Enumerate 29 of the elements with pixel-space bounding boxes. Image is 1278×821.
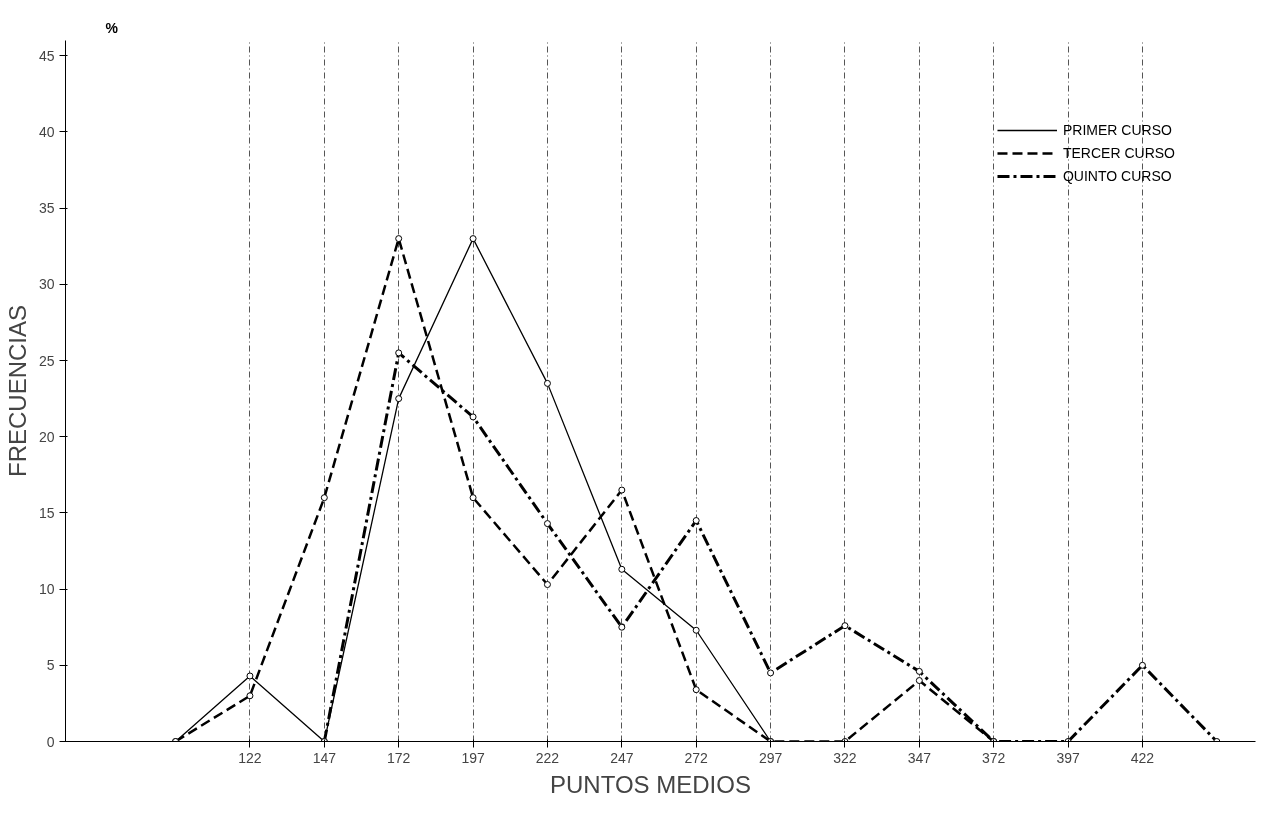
x-tick-label: 272 — [684, 749, 709, 766]
x-tick-label: 222 — [535, 749, 560, 766]
x-tick-label: 122 — [238, 749, 262, 766]
y-tick-label: 0 — [46, 733, 55, 750]
x-tick-label: 172 — [387, 749, 411, 766]
x-axis-title: PUNTOS MEDIOS — [550, 770, 751, 798]
y-tick-label: 15 — [38, 504, 55, 521]
legend-label: PRIMER CURSO — [1062, 122, 1172, 138]
y-tick-label: 30 — [38, 276, 55, 293]
x-tick-label: 347 — [907, 749, 932, 766]
x-tick-label: 247 — [610, 749, 634, 766]
y-axis-title: FRECUENCIAS — [3, 304, 31, 478]
y-tick-label: 20 — [38, 428, 55, 445]
x-tick-label: 147 — [312, 749, 337, 766]
y-tick-label: 45 — [38, 47, 55, 64]
legend-label: QUINTO CURSO — [1062, 168, 1172, 184]
y-tick-label: 5 — [46, 657, 55, 674]
x-tick-label: 197 — [461, 749, 485, 766]
y-tick-label: 40 — [38, 123, 55, 140]
legend-label: TERCER CURSO — [1062, 145, 1175, 161]
text: % — [105, 19, 119, 36]
y-tick-label: 25 — [38, 352, 55, 369]
y-tick-label: 10 — [38, 581, 55, 598]
x-tick-label: 397 — [1056, 749, 1080, 766]
x-tick-label: 422 — [1130, 749, 1155, 766]
y-tick-label: 35 — [38, 200, 55, 217]
x-tick-label: 297 — [758, 749, 783, 766]
x-tick-label: 372 — [982, 749, 1006, 766]
x-tick-label: 322 — [833, 749, 857, 766]
